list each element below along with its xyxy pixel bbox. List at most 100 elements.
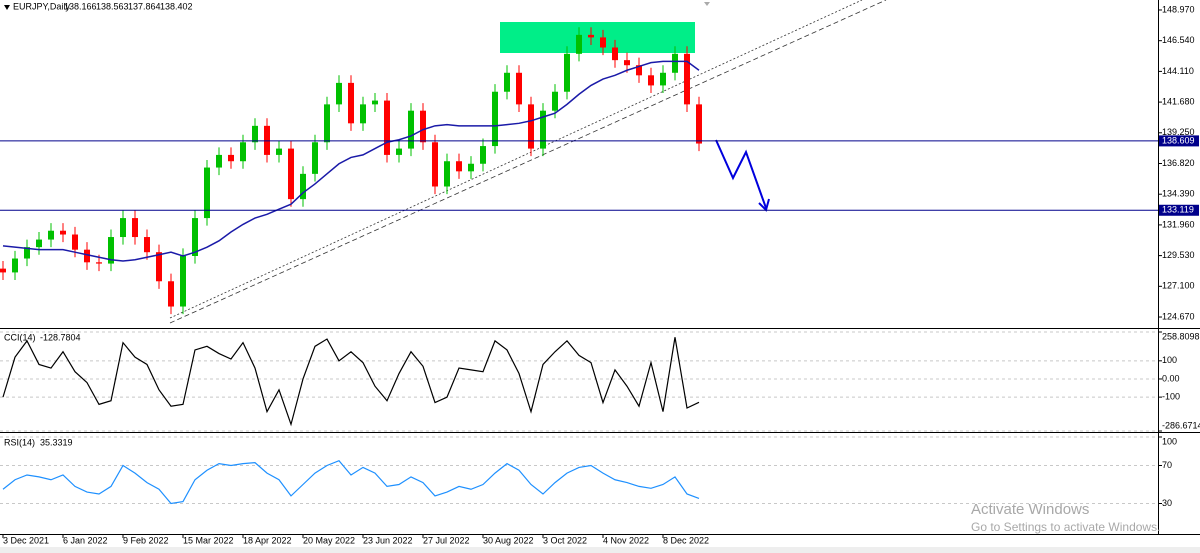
ohlc-value: 137.864 <box>128 1 161 11</box>
indicator-title: CCI(14) <box>4 332 36 342</box>
x-tick-label: 4 Nov 2022 <box>603 535 649 545</box>
candle-body <box>528 104 534 149</box>
watermark-subtitle: Go to Settings to activate Windows. <box>971 520 1160 534</box>
x-tick-label: 23 Jun 2022 <box>363 535 413 545</box>
candle-body <box>84 249 90 263</box>
candle-body <box>540 110 546 149</box>
projection-arrow <box>715 139 767 209</box>
candle-body <box>396 148 402 155</box>
candle-body <box>624 60 630 66</box>
candle-body <box>240 142 246 162</box>
indicator-line <box>2 460 700 505</box>
candle-body <box>24 247 30 259</box>
candle-body <box>348 82 354 124</box>
candle-body <box>204 167 210 219</box>
y-tick-label: -100 <box>1162 391 1180 401</box>
y-tick-label: 136.820 <box>1162 158 1195 168</box>
ohlc-value: 138.166 <box>64 1 97 11</box>
y-tick-label: 139.250 <box>1162 127 1195 137</box>
candle-body <box>48 230 54 240</box>
candle-body <box>288 148 294 200</box>
candle-body <box>312 142 318 174</box>
candle-body <box>564 53 570 92</box>
y-tick-label: 148.970 <box>1162 4 1195 14</box>
candle-body <box>0 268 6 273</box>
candle-body <box>264 125 270 155</box>
candle-body <box>552 91 558 111</box>
x-tick-label: 27 Jul 2022 <box>423 535 470 545</box>
indicator-line <box>2 337 700 427</box>
x-tick-label: 9 Feb 2022 <box>123 535 169 545</box>
level-label-box <box>1159 135 1199 147</box>
y-tick-label: 100 <box>1162 355 1177 365</box>
y-tick-label: 30 <box>1162 498 1172 508</box>
x-tick-label: 20 May 2022 <box>303 535 355 545</box>
y-tick-label: 124.670 <box>1162 311 1195 321</box>
shift-marker <box>704 2 710 6</box>
candle-body <box>96 262 102 264</box>
y-tick-label: -286.6714 <box>1162 420 1200 430</box>
candle-body <box>636 65 642 76</box>
candle-body <box>468 163 474 172</box>
candle-body <box>276 148 282 155</box>
supply-zone <box>500 22 695 53</box>
candle-body <box>648 75 654 86</box>
candle-body <box>36 239 42 248</box>
candle-body <box>612 47 618 61</box>
candle-body <box>684 53 690 105</box>
symbol-icon <box>4 5 10 10</box>
x-tick-label: 8 Dec 2022 <box>663 535 709 545</box>
candle-body <box>660 72 666 86</box>
y-tick-label: 141.680 <box>1162 96 1195 106</box>
level-label: 133.119 <box>1162 205 1194 215</box>
candle-body <box>12 258 18 273</box>
y-tick-label: 127.100 <box>1162 281 1195 291</box>
y-tick-label: 146.540 <box>1162 35 1195 45</box>
candle-body <box>252 125 258 143</box>
candle-body <box>408 110 414 149</box>
channel-line <box>169 0 863 319</box>
candle-body <box>504 72 510 92</box>
candle-body <box>108 237 114 264</box>
candle-body <box>132 218 138 238</box>
symbol-title: EURJPY,Daily <box>13 1 70 11</box>
y-tick-label: 70 <box>1162 460 1172 470</box>
candle-body <box>372 100 378 105</box>
tab-bar <box>0 547 1200 553</box>
candle-body <box>144 237 150 253</box>
candle-body <box>336 82 342 105</box>
candle-body <box>192 218 198 256</box>
y-tick-label: 258.8098 <box>1162 331 1200 341</box>
candle-body <box>432 142 438 187</box>
candle-body <box>492 91 498 147</box>
x-tick-label: 6 Jan 2022 <box>63 535 108 545</box>
candle-body <box>672 53 678 73</box>
candle-body <box>216 154 222 168</box>
candle-body <box>168 281 174 307</box>
candle-body <box>444 161 450 187</box>
level-label-box <box>1159 204 1199 216</box>
y-tick-label: 144.110 <box>1162 66 1194 76</box>
indicator-title: RSI(14) <box>4 437 35 447</box>
candle-body <box>360 104 366 124</box>
candle-body <box>456 161 462 172</box>
x-tick-label: 30 Aug 2022 <box>483 535 534 545</box>
y-tick-label: 100 <box>1162 436 1177 446</box>
moving-average <box>2 60 700 262</box>
candle-body <box>516 72 522 105</box>
candle-body <box>72 234 78 250</box>
candle-body <box>588 34 594 38</box>
candle-body <box>696 104 702 144</box>
y-tick-label: 0.00 <box>1162 373 1180 383</box>
y-tick-label: 134.390 <box>1162 189 1195 199</box>
watermark-title: Activate Windows <box>971 501 1089 518</box>
indicator-value: 35.3319 <box>40 437 73 447</box>
candle-body <box>120 218 126 238</box>
indicator-value: -128.7804 <box>40 332 81 342</box>
x-tick-label: 3 Oct 2022 <box>543 535 587 545</box>
candle-body <box>60 230 66 235</box>
candle-body <box>156 252 162 282</box>
y-tick-label: 131.960 <box>1162 219 1195 229</box>
